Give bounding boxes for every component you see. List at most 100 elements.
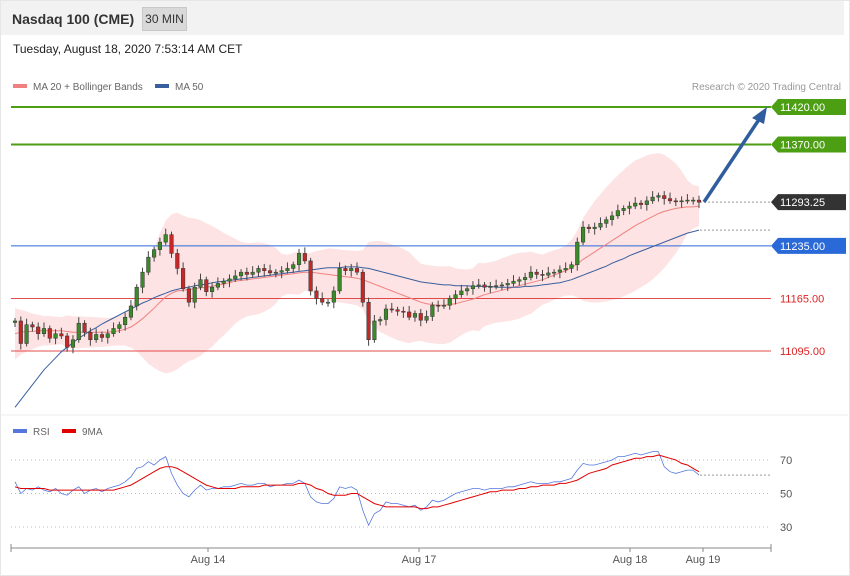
candle-body: [158, 242, 162, 250]
rsi-ma-legend-swatch: [62, 429, 76, 433]
candle-body: [512, 281, 516, 283]
candle-body: [552, 272, 556, 273]
candle-body: [274, 272, 278, 273]
candle-body: [489, 286, 493, 287]
candle-body: [332, 291, 336, 302]
candle-body: [94, 334, 98, 339]
candle-body: [19, 321, 23, 344]
candle-body: [170, 235, 174, 254]
candle-body: [262, 268, 266, 270]
price-legend: MA 20 + Bollinger Bands MA 50 Research © 2…: [13, 82, 841, 93]
candle-body: [668, 199, 672, 201]
candle-body: [529, 272, 533, 277]
candle-body: [233, 276, 237, 279]
candle-body: [176, 253, 180, 268]
candle-body: [112, 328, 116, 333]
candle-body: [494, 286, 498, 287]
candle-body: [616, 211, 620, 216]
candle-body: [657, 196, 661, 198]
level-label-last-2: 11293.25: [780, 197, 825, 209]
candle-body: [31, 325, 35, 327]
candle-body: [216, 283, 220, 287]
research-credit: Research © 2020 Trading Central: [692, 82, 841, 93]
candle-body: [303, 253, 307, 261]
candle-body: [454, 295, 458, 299]
candle-body: [645, 201, 649, 205]
rsi-tick-70: 70: [780, 455, 792, 467]
candle-body: [60, 334, 64, 336]
ma20-legend-label: MA 20 + Bollinger Bands: [33, 82, 143, 93]
candle-body: [436, 305, 440, 306]
candle-body: [257, 268, 261, 272]
level-label-resistance-1: 11370.00: [780, 140, 825, 152]
candle-body: [460, 291, 464, 295]
projection-arrow-line: [704, 118, 760, 202]
candle-body: [280, 271, 284, 273]
candle-body: [697, 200, 701, 202]
candle-body: [291, 265, 295, 269]
candle-body: [564, 268, 568, 270]
candle-body: [222, 281, 226, 283]
rsi-line: [15, 452, 699, 526]
candle-body: [523, 277, 527, 279]
candle-body: [251, 272, 255, 274]
candle-body: [465, 289, 469, 291]
candle-body: [361, 272, 365, 302]
level-label-resistance-0: 11420.00: [780, 102, 825, 114]
candle-body: [639, 203, 643, 205]
candle-body: [407, 312, 411, 317]
candle-body: [349, 268, 353, 270]
rsi-legend-swatch: [13, 429, 27, 433]
level-label-support-5: 11095.00: [780, 346, 825, 358]
candle-body: [123, 317, 127, 325]
candle-body: [152, 250, 156, 258]
candle-body: [581, 227, 585, 242]
candle-body: [419, 313, 423, 320]
candle-body: [384, 309, 388, 320]
candle-body: [315, 291, 319, 299]
candle-body: [575, 242, 579, 265]
candle-body: [587, 227, 591, 229]
ma50-legend-label: MA 50: [175, 82, 204, 93]
candle-body: [610, 216, 614, 220]
candle-body: [199, 280, 203, 288]
candle-body: [570, 265, 574, 269]
rsi-ma-legend-label: 9MA: [82, 427, 103, 438]
candle-body: [483, 285, 487, 287]
candle-body: [239, 272, 243, 276]
candle-body: [448, 298, 452, 305]
candle-body: [141, 272, 145, 287]
candle-body: [164, 235, 168, 243]
candle-body: [210, 287, 214, 292]
rsi-ma-line: [15, 455, 699, 509]
candle-body: [100, 334, 104, 337]
candle-body: [633, 203, 637, 206]
candle-body: [268, 271, 272, 273]
candle-body: [425, 316, 429, 320]
rsi-tick-50: 50: [780, 489, 792, 501]
candle-body: [628, 206, 632, 208]
candle-body: [326, 302, 330, 303]
candle-body: [355, 268, 359, 272]
candle-body: [500, 285, 504, 286]
candle-body: [286, 268, 290, 270]
candle-body: [13, 321, 17, 323]
candle-body: [396, 310, 400, 312]
candle-body: [135, 287, 139, 306]
candle-body: [338, 268, 342, 291]
candle-body: [477, 285, 481, 286]
candle-body: [622, 208, 626, 210]
candle-body: [297, 253, 301, 264]
candle-body: [54, 334, 58, 339]
x-tick-label: Aug 17: [402, 554, 437, 566]
candle-body: [42, 328, 46, 333]
candle-body: [558, 270, 562, 272]
candle-body: [373, 321, 377, 340]
candle-body: [674, 201, 678, 202]
candle-body: [77, 323, 81, 340]
x-tick-label: Aug 14: [191, 554, 226, 566]
candle-body: [546, 273, 550, 275]
candle-body: [506, 283, 510, 285]
candle-body: [402, 311, 406, 312]
candle-body: [89, 332, 93, 340]
